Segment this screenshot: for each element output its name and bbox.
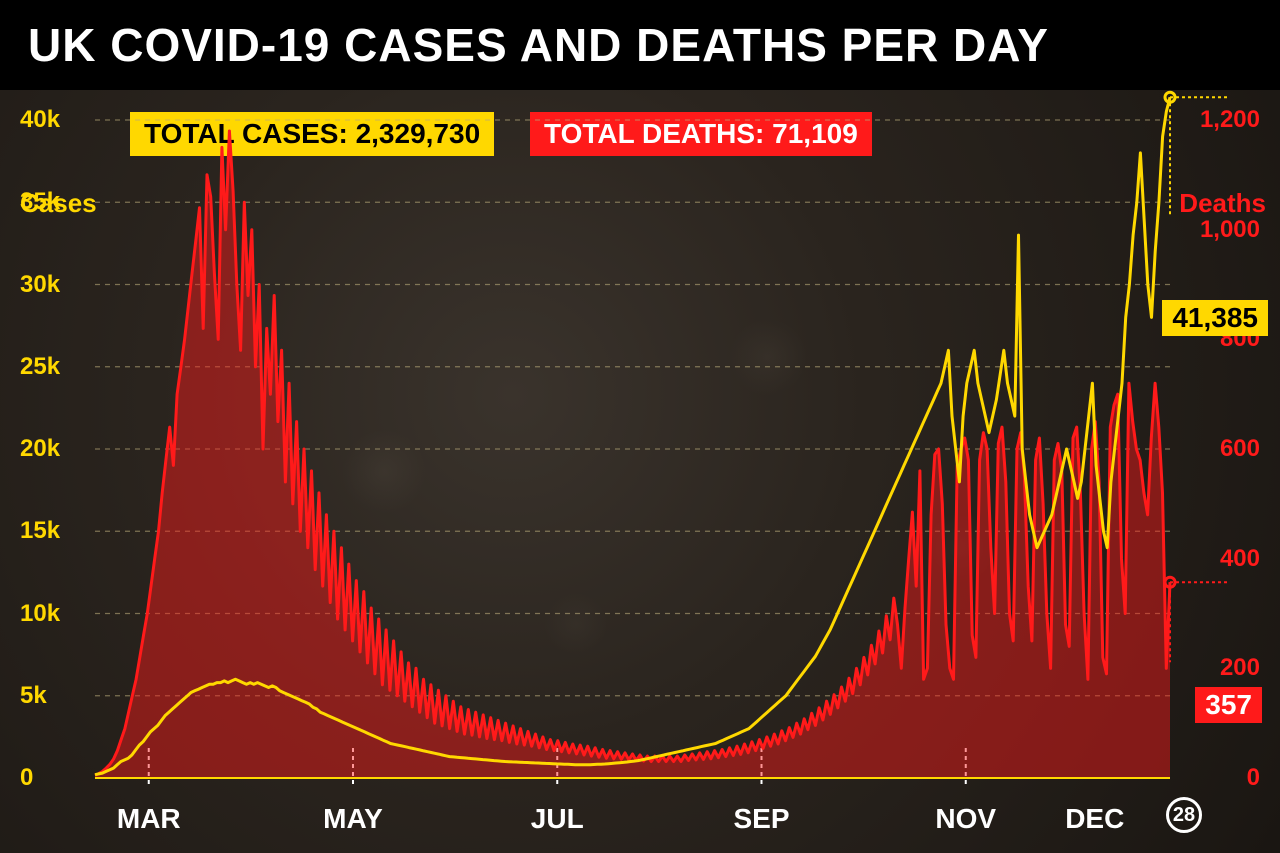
- chart-area: Cases Deaths TOTAL CASES: 2,329,730 TOTA…: [0, 90, 1280, 853]
- y-tick-right: 1,200: [1200, 106, 1260, 134]
- y-axis-right-title: Deaths: [1179, 188, 1266, 219]
- y-tick-left: 5k: [20, 682, 47, 710]
- chart-title: UK COVID-19 CASES AND DEATHS PER DAY: [28, 18, 1049, 72]
- chart-svg: [95, 120, 1170, 778]
- y-tick-left: 0: [20, 764, 33, 792]
- y-tick-right: 0: [1247, 764, 1260, 792]
- y-tick-left: 40k: [20, 106, 60, 134]
- x-tick-label: MAR: [117, 803, 181, 835]
- chart-container: UK COVID-19 CASES AND DEATHS PER DAY Cas…: [0, 0, 1280, 853]
- y-tick-left: 20k: [20, 435, 60, 463]
- y-tick-left: 30k: [20, 271, 60, 299]
- end-date-circle: 28: [1166, 797, 1202, 833]
- y-tick-left: 25k: [20, 353, 60, 381]
- title-bar: UK COVID-19 CASES AND DEATHS PER DAY: [0, 0, 1280, 90]
- x-tick-label: SEP: [733, 803, 789, 835]
- y-tick-left: 10k: [20, 600, 60, 628]
- y-tick-right: 600: [1220, 435, 1260, 463]
- x-tick-label: DEC: [1065, 803, 1124, 835]
- x-tick-label: JUL: [531, 803, 584, 835]
- y-tick-left: 15k: [20, 517, 60, 545]
- plot-area: [95, 120, 1170, 778]
- y-tick-right: 400: [1220, 545, 1260, 573]
- y-tick-left: 35k: [20, 188, 60, 216]
- deaths-callout: 357: [1195, 687, 1262, 723]
- y-tick-right: 1,000: [1200, 216, 1260, 244]
- y-tick-right: 200: [1220, 654, 1260, 682]
- cases-callout: 41,385: [1162, 300, 1268, 336]
- x-tick-label: MAY: [323, 803, 383, 835]
- x-tick-label: NOV: [935, 803, 996, 835]
